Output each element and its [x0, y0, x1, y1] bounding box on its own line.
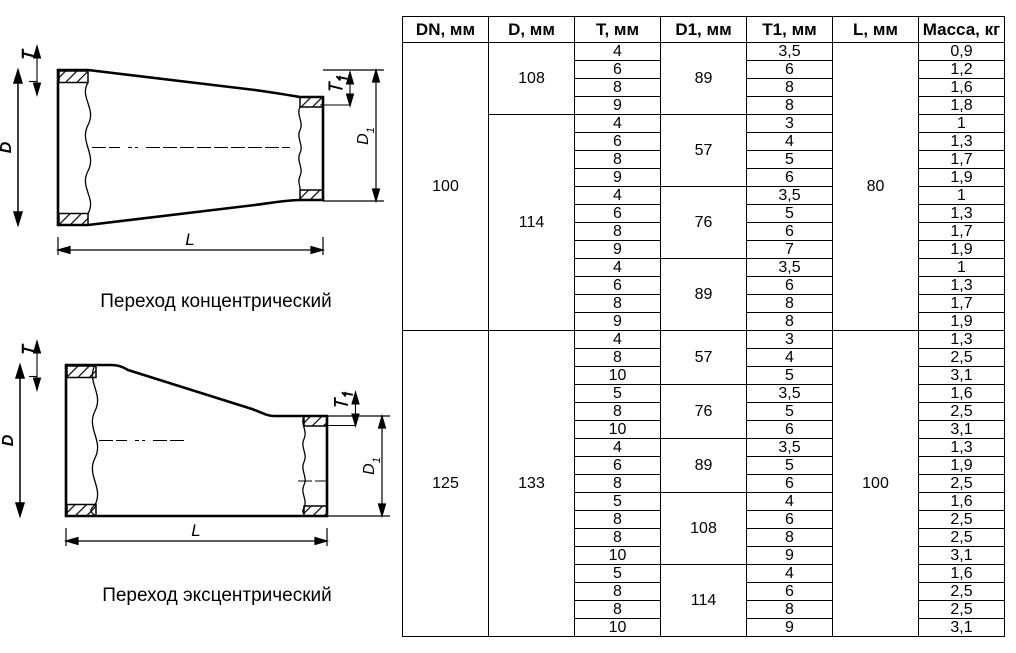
- svg-text:D1: D1: [361, 457, 383, 475]
- svg-text:L: L: [191, 521, 200, 540]
- svg-text:Переход эксцентрический: Переход эксцентрический: [102, 585, 332, 606]
- svg-text:Переход концентрический: Переход концентрический: [100, 291, 331, 312]
- svg-text:D: D: [0, 434, 17, 446]
- svg-text:L: L: [185, 230, 194, 249]
- svg-text:D: D: [0, 141, 15, 153]
- svg-text:D1: D1: [355, 127, 377, 145]
